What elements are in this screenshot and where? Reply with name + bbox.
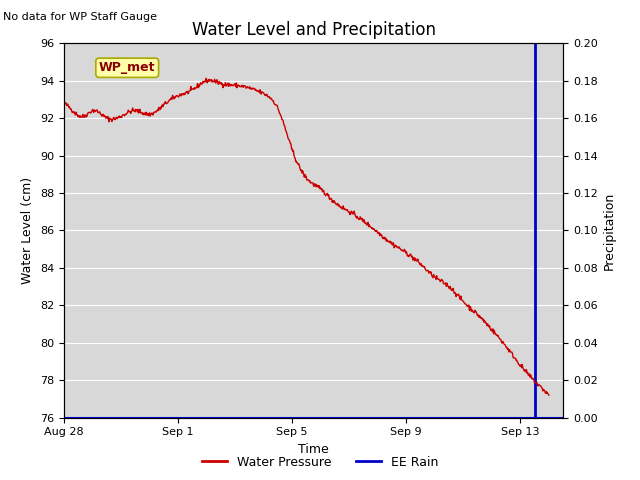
Y-axis label: Precipitation: Precipitation — [604, 191, 616, 270]
X-axis label: Time: Time — [298, 443, 329, 456]
Text: WP_met: WP_met — [99, 61, 156, 74]
Text: No data for WP Staff Gauge: No data for WP Staff Gauge — [3, 12, 157, 22]
Title: Water Level and Precipitation: Water Level and Precipitation — [191, 21, 436, 39]
Legend: Water Pressure, EE Rain: Water Pressure, EE Rain — [196, 451, 444, 474]
Y-axis label: Water Level (cm): Water Level (cm) — [22, 177, 35, 284]
